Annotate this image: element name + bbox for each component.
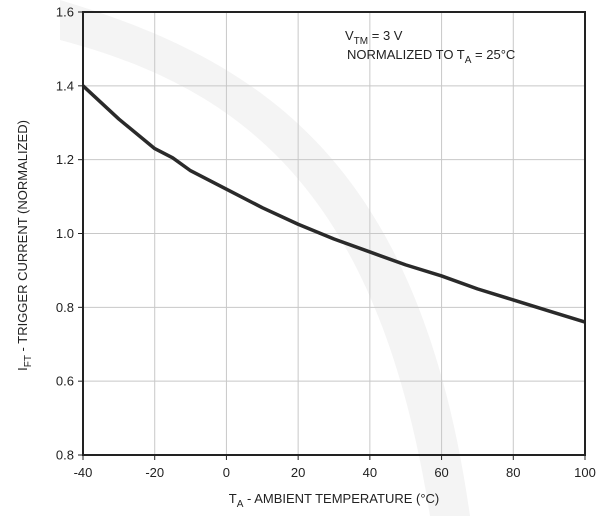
annotation: NORMALIZED TO TA = 25°C [347,47,515,66]
y-tick-label: 1.2 [56,152,74,167]
annotation: VTM = 3 V [345,28,403,47]
y-tick-label: 0.8 [56,448,74,463]
x-axis-label: TA - AMBIENT TEMPERATURE (°C) [229,491,440,510]
y-tick-label: 1.4 [56,78,74,93]
y-tick-label: 0.6 [56,374,74,389]
data-line [81,84,586,324]
y-axis-label-sub: FT [23,355,34,367]
annotation-rest: = 25°C [471,47,515,62]
annotation-main: V [345,28,354,43]
annotation-sub: A [465,55,472,66]
y-axis-label-rest: - TRIGGER CURRENT (NORMALIZED) [15,120,30,355]
y-tick-label: 1.6 [56,5,74,20]
background-watermark [60,0,470,516]
annotation-rest: = 3 V [368,28,403,43]
x-tick-label: -20 [145,465,164,480]
annotation-sub: TM [354,36,368,47]
x-tick-label: 20 [291,465,305,480]
x-tick-label: 0 [223,465,230,480]
y-axis-label: IFT - TRIGGER CURRENT (NORMALIZED) [15,120,34,371]
x-axis-label-rest: - AMBIENT TEMPERATURE (°C) [243,491,439,506]
x-tick-label: -40 [74,465,93,480]
y-axis-label-main: I [15,367,30,371]
x-axis-label-main: T [229,491,237,506]
x-tick-label: 100 [574,465,596,480]
annotation-main: NORMALIZED TO T [347,47,465,62]
y-tick-label: 1.0 [56,226,74,241]
x-tick-label: 40 [363,465,377,480]
y-tick-label: 0.8 [56,300,74,315]
x-tick-label: 80 [506,465,520,480]
x-tick-label: 60 [434,465,448,480]
x-axis-label-sub: A [237,499,244,510]
